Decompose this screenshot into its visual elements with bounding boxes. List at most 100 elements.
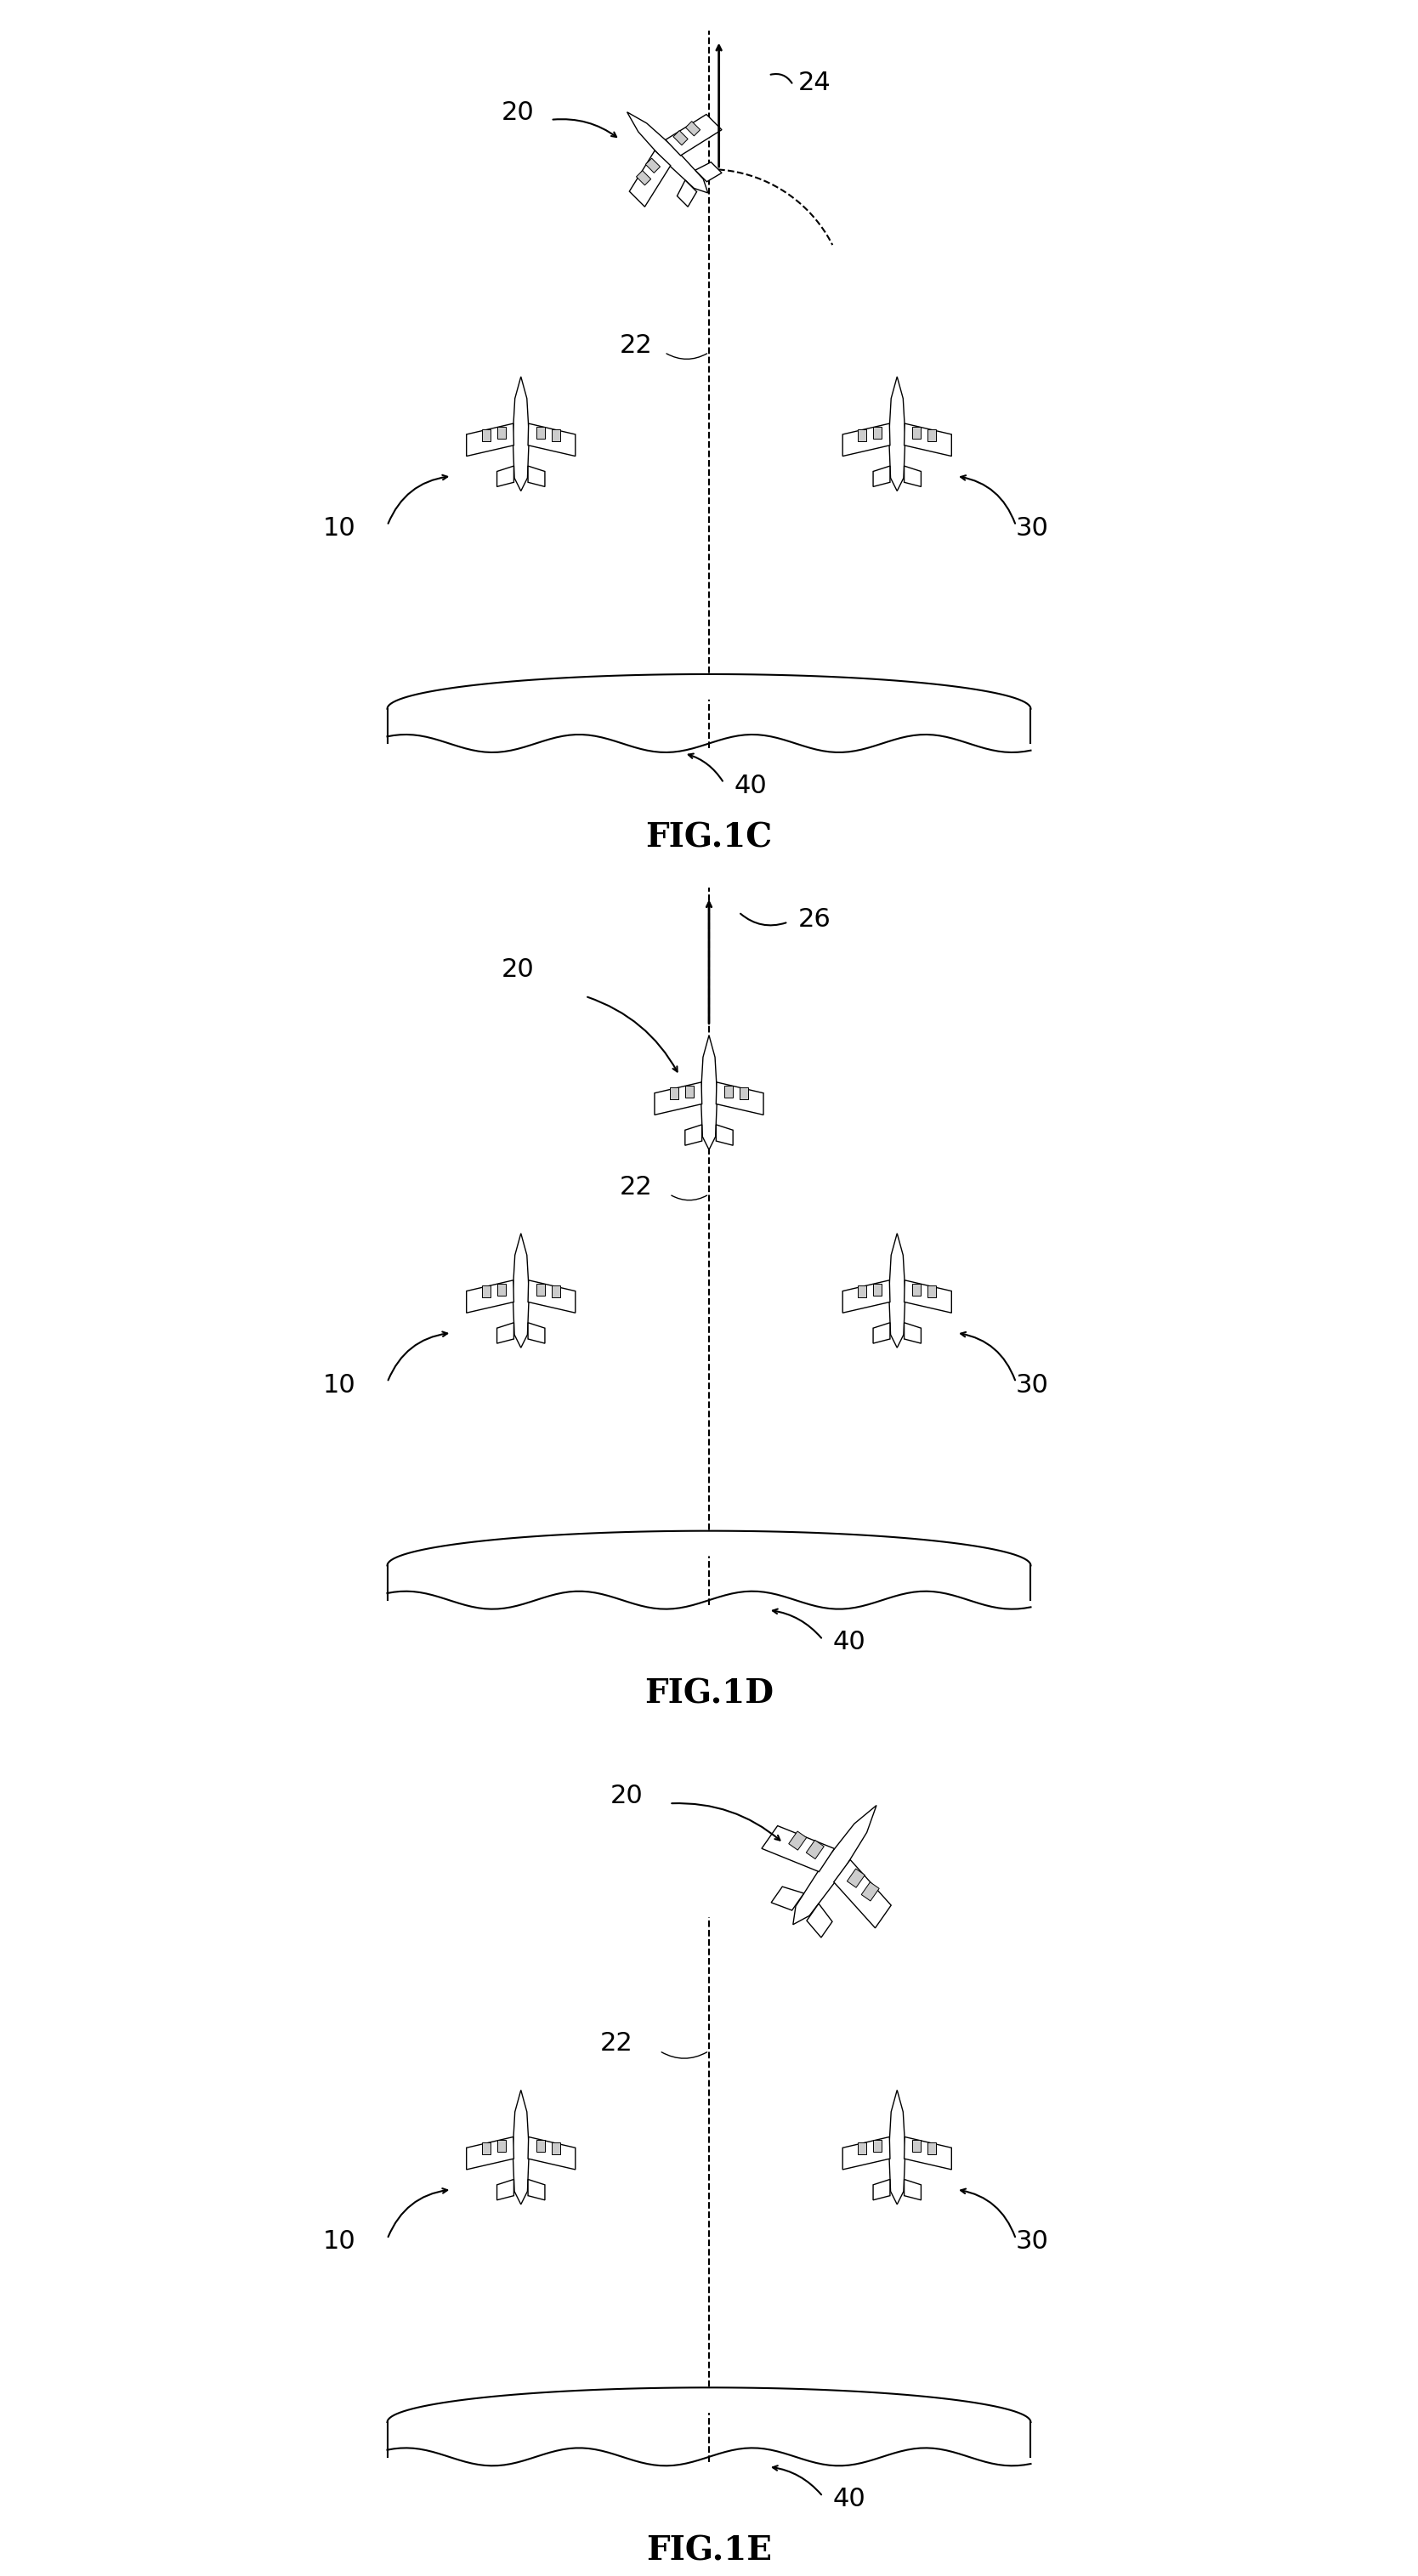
Text: 24: 24 [798,70,831,95]
Polygon shape [725,1084,733,1097]
Polygon shape [905,2138,951,2169]
Polygon shape [496,1283,506,1296]
Polygon shape [536,428,545,438]
Polygon shape [482,430,491,440]
Polygon shape [496,428,506,438]
Polygon shape [761,1826,834,1873]
Polygon shape [655,1082,702,1115]
Polygon shape [905,1321,922,1342]
Polygon shape [496,2179,513,2200]
Polygon shape [685,1084,693,1097]
Polygon shape [905,2179,922,2200]
Polygon shape [858,430,866,440]
Text: 10: 10 [323,515,356,541]
Polygon shape [889,1234,905,1347]
Polygon shape [927,1285,936,1298]
Polygon shape [627,111,708,193]
Polygon shape [467,1280,513,1314]
Polygon shape [716,1126,733,1146]
Polygon shape [873,2141,882,2151]
Polygon shape [889,376,905,492]
Polygon shape [552,1285,560,1298]
Polygon shape [873,1321,891,1342]
Polygon shape [858,1285,866,1298]
Polygon shape [387,2388,1031,2447]
Polygon shape [674,131,688,144]
Polygon shape [793,1806,876,1924]
Polygon shape [740,1087,749,1100]
Polygon shape [527,422,576,456]
Text: 30: 30 [1015,515,1049,541]
Text: FIG.1C: FIG.1C [645,822,773,853]
Text: 26: 26 [798,907,831,933]
Polygon shape [665,113,722,155]
Polygon shape [685,121,700,137]
Polygon shape [858,2143,866,2154]
Polygon shape [630,149,671,206]
Polygon shape [912,2141,922,2151]
Polygon shape [905,1280,951,1314]
Polygon shape [527,2138,576,2169]
Text: FIG.1E: FIG.1E [647,2535,771,2568]
Polygon shape [771,1886,804,1911]
Polygon shape [387,1530,1031,1589]
Polygon shape [912,428,922,438]
Text: FIG.1D: FIG.1D [644,1677,774,1710]
Polygon shape [536,1283,545,1296]
Polygon shape [387,675,1031,734]
Polygon shape [482,2143,491,2154]
Polygon shape [873,1283,882,1296]
Text: 10: 10 [323,1373,356,1396]
Polygon shape [678,180,696,206]
Polygon shape [912,1283,922,1296]
Polygon shape [873,466,891,487]
Polygon shape [496,2141,506,2151]
Polygon shape [685,1126,702,1146]
Polygon shape [645,157,661,173]
Polygon shape [552,430,560,440]
Polygon shape [927,430,936,440]
Polygon shape [889,2089,905,2205]
Polygon shape [807,1839,824,1860]
Polygon shape [527,466,545,487]
Text: 30: 30 [1015,2228,1049,2254]
Text: 30: 30 [1015,1373,1049,1396]
Polygon shape [788,1832,807,1850]
Text: 40: 40 [832,2486,865,2512]
Polygon shape [716,1082,763,1115]
Polygon shape [513,376,529,492]
Polygon shape [842,422,891,456]
Polygon shape [467,422,513,456]
Polygon shape [834,1860,891,1927]
Text: 22: 22 [620,1175,652,1200]
Polygon shape [873,428,882,438]
Text: 20: 20 [610,1785,642,1808]
Polygon shape [905,466,922,487]
Text: 22: 22 [620,332,652,358]
Polygon shape [637,170,651,185]
Polygon shape [482,1285,491,1298]
Polygon shape [496,466,513,487]
Text: 22: 22 [600,2032,632,2056]
Polygon shape [527,1280,576,1314]
Polygon shape [527,2179,545,2200]
Text: 40: 40 [733,773,767,799]
Polygon shape [927,2143,936,2154]
Polygon shape [467,2138,513,2169]
Text: 20: 20 [501,100,535,124]
Polygon shape [847,1868,865,1888]
Polygon shape [513,1234,529,1347]
Polygon shape [842,2138,891,2169]
Polygon shape [527,1321,545,1342]
Polygon shape [695,162,722,183]
Polygon shape [873,2179,891,2200]
Polygon shape [861,1883,879,1901]
Text: 20: 20 [501,956,535,981]
Polygon shape [552,2143,560,2154]
Polygon shape [669,1087,678,1100]
Polygon shape [536,2141,545,2151]
Polygon shape [700,1036,718,1149]
Polygon shape [807,1904,832,1937]
Polygon shape [905,422,951,456]
Text: 40: 40 [832,1631,865,1654]
